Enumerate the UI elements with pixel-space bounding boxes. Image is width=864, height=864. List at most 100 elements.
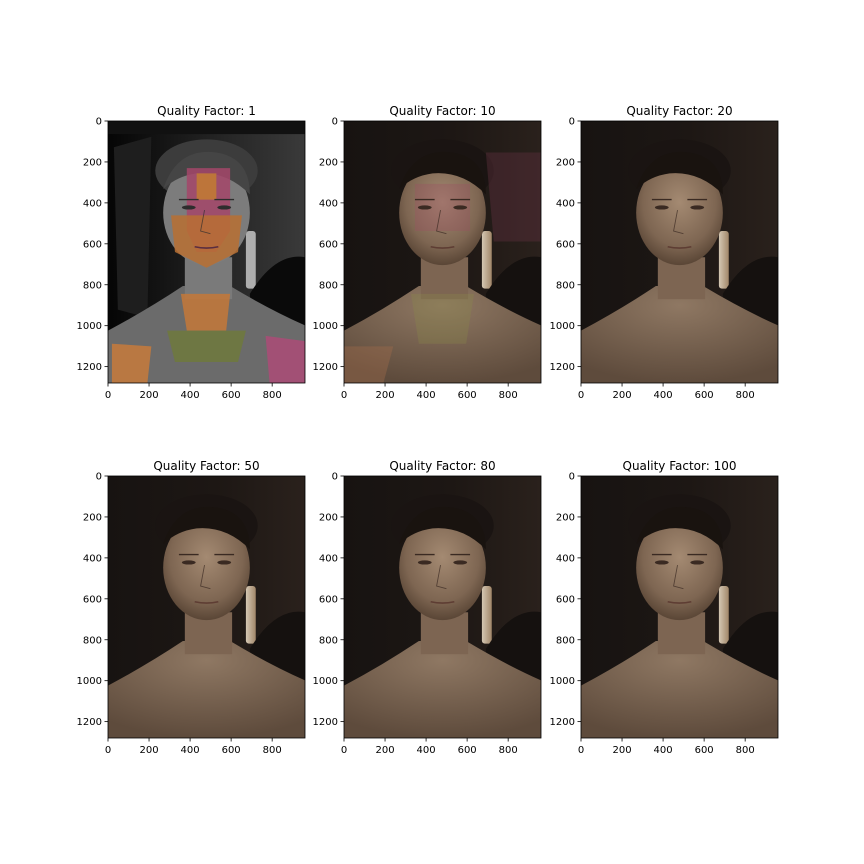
left-eye	[181, 560, 196, 565]
x-tick-label: 400	[181, 745, 200, 756]
x-tick-label: 200	[612, 390, 631, 401]
y-tick-label: 400	[319, 198, 338, 209]
x-tick-label: 800	[736, 390, 755, 401]
compression-artifact	[111, 343, 152, 383]
right-eye	[690, 560, 705, 565]
y-tick-label: 0	[332, 117, 338, 128]
y-tick-label: 1200	[313, 362, 338, 373]
axes-frame	[107, 475, 306, 739]
y-tick-label: 800	[83, 635, 102, 646]
image-content	[344, 476, 541, 738]
y-tick-label: 1200	[550, 717, 575, 728]
x-tick-label: 800	[263, 745, 282, 756]
face	[399, 515, 486, 621]
hair	[399, 506, 486, 550]
y-tick-label: 1000	[313, 676, 338, 687]
x-tick-label: 800	[263, 390, 282, 401]
chest	[108, 641, 305, 738]
left-eye	[417, 205, 432, 210]
panel-title: Quality Factor: 100	[623, 459, 737, 473]
y-tick-label: 200	[83, 512, 102, 523]
photo-background	[108, 121, 305, 135]
y-tick-label: 1200	[77, 362, 102, 373]
image-panel: Quality Factor: 80 0 200 400 600 800 0 200 400 60…	[313, 459, 542, 756]
right-eye	[217, 560, 232, 565]
mouth	[667, 600, 692, 604]
left-eye	[654, 560, 669, 565]
y-tick-label: 1000	[313, 321, 338, 332]
panel-title: Quality Factor: 1	[157, 104, 256, 118]
nose	[436, 564, 447, 590]
axes-frame	[343, 475, 542, 739]
y-tick-label: 0	[96, 117, 102, 128]
y-tick-label: 400	[556, 553, 575, 564]
y-tick-label: 600	[319, 594, 338, 605]
face	[163, 515, 250, 621]
x-tick-label: 600	[458, 390, 477, 401]
lamp-highlight	[718, 231, 729, 289]
x-tick-label: 400	[654, 390, 673, 401]
right-eye	[690, 205, 705, 210]
image-panel: Quality Factor: 50 0 200 400 600 800 0 200 400 60…	[77, 459, 306, 756]
y-tick-label: 200	[556, 512, 575, 523]
compression-artifact	[410, 293, 475, 344]
image-panel: Quality Factor: 10 0 200 400 600 800 0 200 400 60…	[313, 104, 542, 401]
y-tick-label: 800	[83, 280, 102, 291]
axes-frame	[580, 475, 779, 739]
image-panel: Quality Factor: 100 0 200 400 600 800 0 200 400 6…	[550, 459, 779, 756]
face	[636, 515, 723, 621]
image-content	[344, 121, 541, 383]
image-panel: Quality Factor: 20 0 200 400 600 800 0 200 400 60…	[550, 104, 779, 401]
y-tick-label: 600	[556, 239, 575, 250]
image-content	[581, 476, 778, 738]
x-tick-label: 600	[222, 745, 241, 756]
y-tick-label: 0	[569, 117, 575, 128]
image-content	[108, 121, 305, 383]
x-tick-label: 0	[578, 745, 584, 756]
y-tick-label: 200	[319, 157, 338, 168]
x-tick-label: 600	[458, 745, 477, 756]
compression-artifact	[167, 330, 246, 363]
axes-frame	[580, 120, 779, 384]
mouth	[194, 600, 219, 604]
y-tick-label: 400	[556, 198, 575, 209]
y-tick-label: 0	[96, 472, 102, 483]
right-eye	[453, 205, 468, 210]
y-tick-label: 0	[332, 472, 338, 483]
y-tick-label: 1200	[313, 717, 338, 728]
y-tick-label: 1200	[550, 362, 575, 373]
x-tick-label: 0	[578, 390, 584, 401]
left-eye	[181, 205, 196, 210]
lamp-highlight	[481, 231, 492, 289]
x-tick-label: 200	[612, 745, 631, 756]
hair	[399, 151, 486, 195]
y-tick-label: 800	[319, 280, 338, 291]
y-tick-label: 800	[556, 280, 575, 291]
panel-title: Quality Factor: 80	[389, 459, 495, 473]
y-tick-label: 200	[83, 157, 102, 168]
photo-background	[113, 136, 152, 318]
y-tick-label: 200	[556, 157, 575, 168]
hair	[636, 151, 723, 195]
mouth	[194, 245, 219, 249]
hair	[636, 506, 723, 550]
y-tick-label: 1000	[77, 321, 102, 332]
x-tick-label: 400	[654, 745, 673, 756]
nose	[436, 209, 447, 235]
x-tick-label: 0	[341, 745, 347, 756]
lamp-highlight	[481, 586, 492, 644]
y-tick-label: 400	[83, 198, 102, 209]
panel-title: Quality Factor: 50	[153, 459, 259, 473]
mouth	[667, 245, 692, 249]
compression-artifact	[265, 335, 305, 383]
chest	[581, 641, 778, 738]
compression-artifact	[196, 173, 217, 200]
x-tick-label: 800	[499, 390, 518, 401]
mouth	[430, 245, 455, 249]
x-tick-label: 0	[105, 745, 111, 756]
y-tick-label: 1000	[550, 321, 575, 332]
y-tick-label: 600	[83, 239, 102, 250]
x-tick-label: 800	[736, 745, 755, 756]
chest	[344, 286, 541, 383]
face	[636, 160, 723, 266]
